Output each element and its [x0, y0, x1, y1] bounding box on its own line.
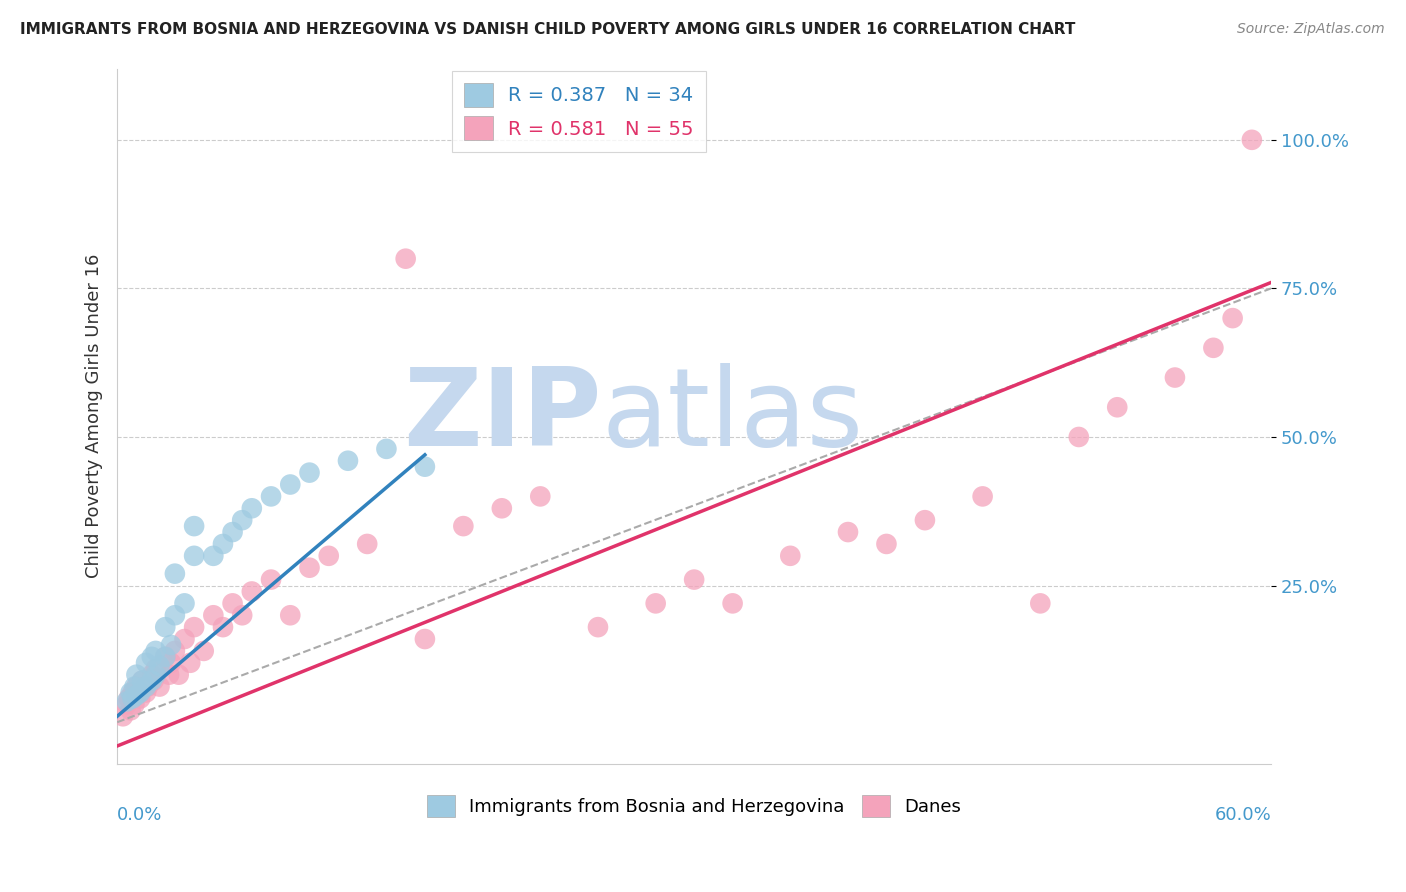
Point — [231, 513, 253, 527]
Point — [136, 680, 159, 694]
Point — [120, 685, 142, 699]
Point — [145, 644, 167, 658]
Point — [111, 709, 134, 723]
Point — [193, 644, 215, 658]
Point — [278, 477, 301, 491]
Point — [683, 573, 706, 587]
Point — [183, 549, 205, 563]
Text: 0.0%: 0.0% — [117, 805, 163, 823]
Point — [202, 549, 225, 563]
Point — [1202, 341, 1225, 355]
Point — [413, 632, 436, 646]
Point — [163, 608, 186, 623]
Point — [115, 698, 138, 712]
Point — [129, 685, 152, 699]
Point — [129, 691, 152, 706]
Point — [586, 620, 609, 634]
Text: 60.0%: 60.0% — [1215, 805, 1271, 823]
Point — [173, 632, 195, 646]
Point — [837, 524, 859, 539]
Text: Source: ZipAtlas.com: Source: ZipAtlas.com — [1237, 22, 1385, 37]
Point — [395, 252, 418, 266]
Point — [413, 459, 436, 474]
Point — [173, 596, 195, 610]
Point — [155, 649, 177, 664]
Point — [1164, 370, 1187, 384]
Point — [148, 680, 170, 694]
Point — [148, 658, 170, 673]
Point — [118, 691, 141, 706]
Legend: Immigrants from Bosnia and Herzegovina, Danes: Immigrants from Bosnia and Herzegovina, … — [420, 788, 969, 824]
Y-axis label: Child Poverty Among Girls Under 16: Child Poverty Among Girls Under 16 — [86, 254, 103, 578]
Point — [375, 442, 398, 456]
Point — [221, 596, 243, 610]
Point — [141, 649, 163, 664]
Point — [163, 644, 186, 658]
Point — [779, 549, 801, 563]
Point — [145, 662, 167, 676]
Point — [145, 667, 167, 681]
Point — [124, 680, 146, 694]
Point — [131, 673, 153, 688]
Point — [157, 667, 180, 681]
Point — [240, 501, 263, 516]
Text: ZIP: ZIP — [404, 363, 602, 469]
Point — [298, 560, 321, 574]
Point — [160, 656, 183, 670]
Point — [1107, 401, 1129, 415]
Point — [179, 656, 201, 670]
Point — [155, 649, 177, 664]
Point — [115, 694, 138, 708]
Point — [135, 680, 157, 694]
Point — [124, 698, 146, 712]
Point — [356, 537, 378, 551]
Point — [318, 549, 340, 563]
Point — [260, 490, 283, 504]
Point — [212, 620, 235, 634]
Point — [1029, 596, 1052, 610]
Point — [163, 566, 186, 581]
Point — [183, 620, 205, 634]
Point — [529, 490, 551, 504]
Point — [240, 584, 263, 599]
Point — [1222, 311, 1244, 326]
Point — [721, 596, 744, 610]
Point — [120, 703, 142, 717]
Text: atlas: atlas — [602, 363, 863, 469]
Point — [221, 524, 243, 539]
Point — [336, 454, 359, 468]
Point — [142, 673, 165, 688]
Point — [1240, 133, 1263, 147]
Point — [141, 673, 163, 688]
Text: IMMIGRANTS FROM BOSNIA AND HERZEGOVINA VS DANISH CHILD POVERTY AMONG GIRLS UNDER: IMMIGRANTS FROM BOSNIA AND HERZEGOVINA V… — [20, 22, 1076, 37]
Point — [212, 537, 235, 551]
Point — [131, 673, 153, 688]
Point — [1067, 430, 1090, 444]
Point — [278, 608, 301, 623]
Point — [135, 656, 157, 670]
Point — [298, 466, 321, 480]
Point — [121, 691, 143, 706]
Point — [260, 573, 283, 587]
Point — [453, 519, 475, 533]
Point — [141, 667, 163, 681]
Point — [875, 537, 897, 551]
Point — [160, 638, 183, 652]
Point — [125, 689, 148, 703]
Point — [231, 608, 253, 623]
Point — [914, 513, 936, 527]
Point — [644, 596, 666, 610]
Point — [167, 667, 190, 681]
Point — [125, 680, 148, 694]
Point — [125, 667, 148, 681]
Point — [972, 490, 994, 504]
Point — [183, 519, 205, 533]
Point — [121, 685, 143, 699]
Point — [202, 608, 225, 623]
Point — [135, 685, 157, 699]
Point — [491, 501, 513, 516]
Point — [155, 620, 177, 634]
